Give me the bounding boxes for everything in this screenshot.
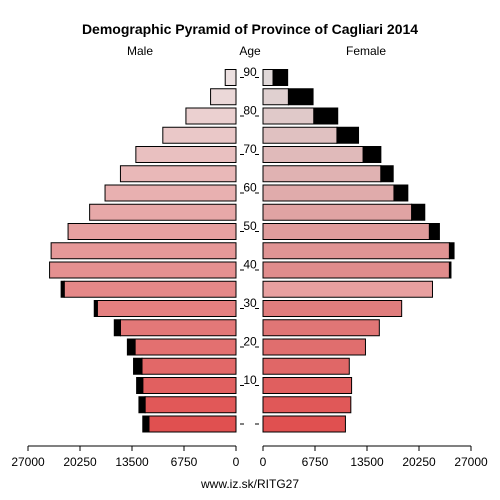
female-bar-55-59 <box>262 203 413 221</box>
female-bar-80-84 <box>262 107 315 125</box>
male-bar-5-9 <box>144 396 237 414</box>
male-bar-60-64 <box>104 184 237 202</box>
age-tick-label: 50 <box>243 219 257 233</box>
male-x-tick-label: 27000 <box>11 455 45 469</box>
female-x-tick-label: 20250 <box>402 455 436 469</box>
male-x-tick-label: 0 <box>233 455 240 469</box>
female-bar-0-4 <box>262 415 346 433</box>
male-x-tick-label: 20250 <box>63 455 97 469</box>
female-bar-5-9 <box>262 396 352 414</box>
age-tick-label: 70 <box>243 142 257 156</box>
age-tick-label: 20 <box>243 334 257 348</box>
age-tick-label: 30 <box>243 296 257 310</box>
male-bar-75-79 <box>162 126 237 144</box>
male-bar-35-39 <box>63 280 237 298</box>
female-bar-65-69 <box>262 165 382 183</box>
female-bar-60-64 <box>262 184 395 202</box>
female-bar-45-49 <box>262 242 450 260</box>
male-foreign-bar-0-4 <box>142 415 150 433</box>
female-foreign-bar-50-54 <box>428 223 440 240</box>
male-foreign-bar-25-29 <box>113 319 121 337</box>
female-label: Female <box>346 44 386 58</box>
female-bar-75-79 <box>262 126 338 144</box>
female-foreign-bar-85-89 <box>287 88 314 106</box>
chart-title: Demographic Pyramid of Province of Cagli… <box>82 21 418 37</box>
female-bar-15-19 <box>262 357 350 375</box>
age-tick-label: 80 <box>243 103 257 117</box>
male-bar-85-89 <box>210 88 237 106</box>
male-bar-50-54 <box>67 223 237 240</box>
male-foreign-bar-5-9 <box>138 396 146 414</box>
female-bar-90+ <box>262 69 274 86</box>
male-bar-45-49 <box>50 242 237 260</box>
female-foreign-bar-55-59 <box>411 203 426 221</box>
female-foreign-bar-40-44 <box>448 261 452 279</box>
female-bar-20-24 <box>262 338 366 356</box>
female-foreign-bar-70-74 <box>362 146 382 163</box>
male-bar-10-14 <box>142 377 237 394</box>
male-foreign-bar-30-34 <box>93 300 98 317</box>
age-tick-label: 10 <box>243 373 257 387</box>
male-foreign-bar-35-39 <box>60 280 65 298</box>
male-bar-0-4 <box>148 415 237 433</box>
male-bar-30-34 <box>96 300 237 317</box>
female-bar-10-14 <box>262 377 353 394</box>
male-bar-55-59 <box>89 203 237 221</box>
female-bar-85-89 <box>262 88 289 106</box>
female-x-tick-label: 6750 <box>302 455 329 469</box>
female-bar-70-74 <box>262 146 364 163</box>
source-label[interactable]: www.iz.sk/RITG27 <box>200 477 299 491</box>
age-tick-label: 60 <box>243 180 257 194</box>
female-foreign-bar-90+ <box>272 69 289 86</box>
male-foreign-bar-15-19 <box>133 357 143 375</box>
male-bar-70-74 <box>135 146 237 163</box>
female-foreign-bar-60-64 <box>393 184 409 202</box>
female-foreign-bar-80-84 <box>313 107 339 125</box>
female-bar-40-44 <box>262 261 450 279</box>
male-x-tick-label: 13500 <box>115 455 149 469</box>
female-bar-30-34 <box>262 300 403 317</box>
female-bar-25-29 <box>262 319 380 337</box>
female-x-tick-label: 27000 <box>454 455 488 469</box>
female-bar-35-39 <box>262 280 433 298</box>
male-x-tick-label: 6750 <box>171 455 198 469</box>
female-foreign-bar-65-69 <box>380 165 394 183</box>
female-x-tick-label: 13500 <box>350 455 384 469</box>
male-foreign-bar-10-14 <box>136 377 144 394</box>
female-x-tick-label: 0 <box>260 455 267 469</box>
axes-group: 10 20 30 40 50 60 70 80 90 27000 20250 13500 6750 0 0 6… <box>11 65 488 469</box>
age-tick-label: 90 <box>243 65 257 79</box>
male-bar-65-69 <box>119 165 237 183</box>
female-foreign-bar-45-49 <box>448 242 455 260</box>
male-bar-20-24 <box>134 338 237 356</box>
male-bar-25-29 <box>119 319 237 337</box>
male-bar-15-19 <box>141 357 237 375</box>
bars-group <box>49 69 455 433</box>
male-label: Male <box>127 44 153 58</box>
male-bar-40-44 <box>49 261 237 279</box>
female-bar-50-54 <box>262 223 430 240</box>
male-foreign-bar-20-24 <box>126 338 136 356</box>
male-bar-90+ <box>224 69 237 86</box>
female-foreign-bar-75-79 <box>336 126 360 144</box>
male-bar-80-84 <box>185 107 237 125</box>
age-label: Age <box>239 44 261 58</box>
age-tick-label: 40 <box>243 257 257 271</box>
